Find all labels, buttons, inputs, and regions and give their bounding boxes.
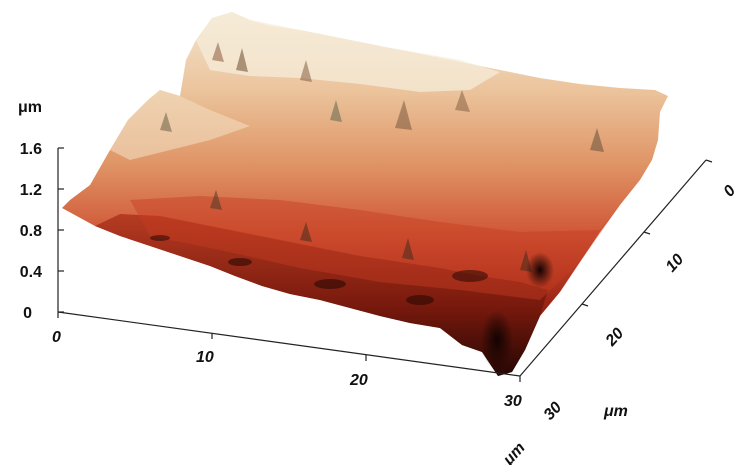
- x-tick-label: 10: [196, 349, 214, 366]
- x-tick-label: 20: [349, 372, 368, 389]
- z-tick-label: 0.8: [20, 223, 42, 240]
- x-axis-unit: μm: [499, 439, 528, 465]
- y-axis-unit: μm: [603, 403, 628, 420]
- y-tick-label: 30: [541, 399, 566, 424]
- x-tick-label: 30: [504, 393, 522, 410]
- surface-front-edge: [95, 214, 548, 376]
- surface-highlight-back: [196, 12, 500, 92]
- y-axis-line: [519, 159, 707, 377]
- z-axis-unit: μm: [18, 99, 42, 116]
- y-tick-label: 0: [721, 182, 739, 200]
- z-axis-labels: μm 1.6 1.2 0.8 0.4 0: [18, 99, 42, 322]
- surface-highlight-ridge: [110, 90, 250, 160]
- axes: [57, 147, 713, 382]
- y-tick: [705, 159, 713, 163]
- surface-red-band: [130, 180, 640, 300]
- z-tick-label: 1.2: [20, 182, 42, 199]
- x-axis-labels: 0 10 20 30 μm: [52, 329, 529, 465]
- y-tick: [643, 231, 651, 235]
- afm-surface: [62, 12, 668, 376]
- z-tick-label: 0: [23, 305, 32, 322]
- y-tick: [581, 303, 589, 307]
- x-axis-line: [57, 311, 521, 377]
- z-tick-label: 0.4: [20, 264, 42, 281]
- x-tick-label: 0: [52, 329, 61, 346]
- y-tick-label: 10: [663, 251, 688, 276]
- y-tick-label: 20: [602, 325, 627, 350]
- z-tick-label: 1.6: [20, 141, 42, 158]
- surface-texture: [150, 42, 604, 370]
